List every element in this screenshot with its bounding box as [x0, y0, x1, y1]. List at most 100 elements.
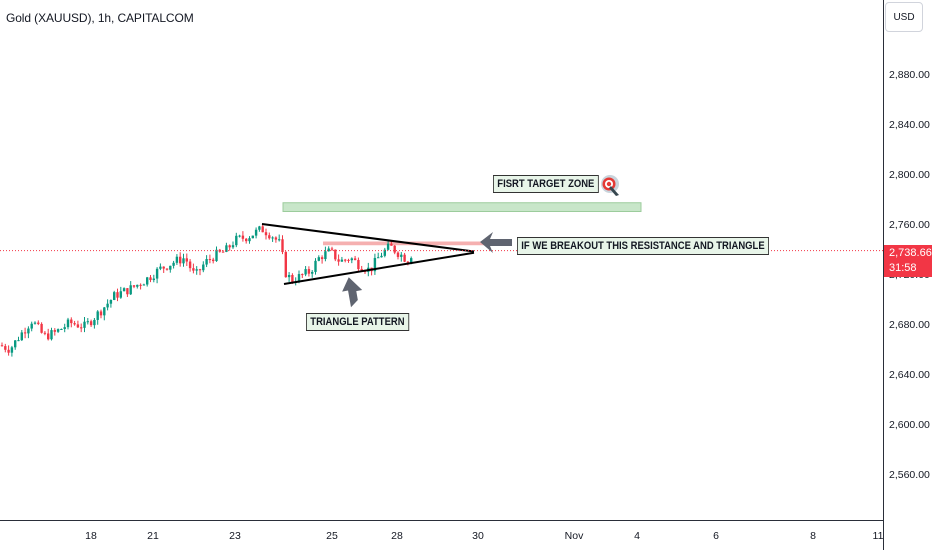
x-tick-label: 11: [873, 530, 884, 542]
x-tick-label: 21: [147, 530, 159, 542]
candle-body: [80, 327, 83, 329]
candle-body: [4, 346, 7, 350]
target-icon-dart: [609, 186, 619, 196]
candle-body: [314, 260, 317, 272]
candle-body: [238, 235, 241, 237]
candle-body: [320, 257, 324, 260]
candle-body: [99, 311, 103, 316]
candle-body: [73, 323, 76, 325]
candle-body: [228, 245, 231, 248]
candle-body: [396, 252, 400, 257]
candle-body: [357, 259, 360, 270]
y-tick-label: 2,880.00: [889, 69, 930, 81]
y-tick-label: 2,600.00: [889, 419, 930, 431]
candle-body: [215, 249, 218, 262]
candle-body: [291, 274, 294, 283]
candle-body: [159, 266, 162, 269]
candle-body: [334, 249, 337, 260]
breakout-arrow: [480, 232, 512, 253]
candle-body: [155, 268, 159, 279]
candle-body: [383, 249, 386, 256]
candle-body: [116, 292, 119, 298]
y-tick-label: 2,640.00: [889, 369, 930, 381]
chart-title: Gold (XAUUSD), 1h, CAPITALCOM: [6, 11, 194, 25]
bar-countdown: 31:58: [889, 262, 917, 274]
y-tick-label: 2,680.00: [889, 319, 930, 331]
first-target-zone: [282, 202, 642, 212]
x-tick-label: 23: [229, 530, 241, 542]
breakout-label[interactable]: IF WE BREAKOUT THIS RESISTANCE AND TRIAN…: [517, 237, 769, 255]
candle-body: [60, 328, 63, 330]
candle-body: [165, 268, 169, 270]
candle-body: [301, 274, 304, 276]
triangle-pattern-label[interactable]: TRIANGLE PATTERN: [306, 313, 409, 331]
candle-body: [83, 321, 86, 328]
candle-body: [245, 238, 248, 242]
candle-body: [360, 269, 363, 272]
candle-body: [33, 322, 37, 324]
candle-body: [304, 269, 307, 275]
candle-body: [129, 285, 132, 295]
candle-body: [403, 254, 406, 262]
candle-body: [14, 340, 17, 348]
candle-body: [330, 248, 334, 250]
candle-body: [17, 340, 20, 342]
candle-body: [76, 324, 80, 328]
candle-body: [113, 292, 116, 301]
candle-body: [53, 330, 56, 332]
candle-body: [182, 258, 185, 264]
candle-body: [350, 258, 353, 261]
candle-body: [393, 245, 396, 253]
candle-body: [109, 300, 113, 304]
candle-body: [195, 269, 198, 271]
x-tick-label: 25: [326, 530, 338, 542]
candle-body: [235, 235, 238, 246]
candle-body: [27, 328, 30, 334]
candle-body: [142, 284, 146, 286]
candle-body: [337, 259, 340, 262]
candle-body: [400, 254, 403, 257]
candle-body: [86, 321, 89, 323]
candle-body: [10, 347, 14, 353]
candle-body: [373, 257, 377, 272]
candle-body: [327, 248, 330, 252]
candle-body: [271, 237, 274, 239]
candle-body: [175, 256, 179, 263]
trendline-lower: [283, 251, 475, 285]
candle-body: [146, 277, 149, 285]
first-target-label[interactable]: FISRT TARGET ZONE: [493, 175, 599, 193]
candle-body: [324, 251, 327, 260]
candle-body: [261, 226, 264, 233]
candle-body: [136, 284, 139, 287]
candle-body: [188, 261, 192, 269]
candle-body: [70, 319, 73, 324]
currency-button[interactable]: USD: [885, 2, 923, 32]
candle-body: [344, 259, 347, 261]
candle-body: [284, 252, 287, 278]
candle-body: [340, 259, 344, 262]
candle-body: [268, 235, 271, 239]
candle-body: [198, 269, 202, 271]
candle-body: [231, 245, 235, 248]
candle-body: [274, 237, 278, 240]
candle-body: [347, 259, 350, 261]
candle-body: [40, 323, 43, 333]
candle-body: [221, 251, 225, 253]
candle-body: [251, 235, 254, 239]
pattern-arrow: [342, 277, 363, 308]
target-icon: [601, 175, 619, 196]
candle-body: [410, 258, 413, 264]
candle-body: [264, 232, 268, 236]
candle-body: [106, 303, 109, 308]
candle-body: [30, 323, 33, 329]
candle-body: [149, 277, 152, 281]
x-tick-label: Nov: [565, 530, 584, 542]
candle-body: [43, 332, 47, 334]
candle-body: [37, 322, 40, 324]
price-axis-border: [883, 0, 884, 550]
candle-body: [192, 268, 195, 271]
x-tick-label: 4: [634, 530, 640, 542]
candle-body: [126, 288, 129, 295]
candle-body: [152, 278, 155, 281]
